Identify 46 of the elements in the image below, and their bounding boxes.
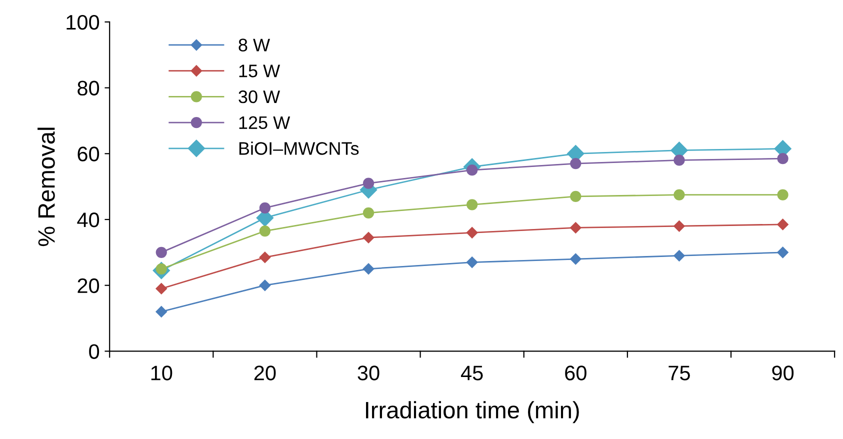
point: [674, 154, 685, 166]
point: [466, 256, 478, 268]
x-tick-label: 30: [358, 366, 380, 380]
y-tick-label: 20: [78, 278, 100, 294]
point: [156, 306, 167, 318]
x-tick-label: 20: [254, 366, 276, 380]
y-tick-label: 0: [89, 344, 100, 359]
point: [259, 280, 271, 291]
legend-label: 15 W: [239, 64, 280, 78]
point: [674, 220, 685, 232]
point: [259, 225, 270, 237]
legend-label: BiOI–MWCNTs: [239, 142, 359, 155]
legend-label: 125 W: [239, 116, 290, 130]
x-tick-label: 75: [668, 366, 690, 380]
x-axis-title: Irradiation time (min): [366, 401, 579, 424]
y-tick-label: 60: [78, 146, 100, 162]
y-tick-label: 100: [66, 14, 100, 30]
point: [466, 227, 478, 238]
point: [777, 189, 788, 200]
point: [362, 232, 374, 244]
point: [362, 178, 374, 189]
point: [570, 158, 582, 170]
point: [570, 222, 582, 234]
legend-label: 30 W: [238, 90, 280, 104]
point: [466, 199, 478, 210]
point: [674, 189, 685, 200]
x-tick-label: 10: [151, 366, 172, 380]
x-tick-label: 60: [565, 366, 586, 380]
point: [777, 218, 788, 230]
point: [259, 202, 270, 214]
point: [156, 246, 167, 258]
point: [570, 253, 582, 265]
x-tick-label: 45: [460, 366, 483, 380]
legend-label: 8 W: [238, 38, 270, 52]
point: [259, 252, 271, 263]
point: [777, 246, 788, 258]
point: [777, 153, 788, 164]
y-tick-label: 80: [78, 80, 100, 96]
point: [156, 283, 167, 294]
y-axis-title: % Removal: [38, 128, 55, 246]
y-tick-label: 40: [77, 212, 100, 228]
point: [570, 190, 582, 202]
x-tick-label: 90: [772, 366, 794, 380]
point: [674, 250, 685, 262]
point: [362, 207, 374, 218]
point: [362, 263, 374, 274]
